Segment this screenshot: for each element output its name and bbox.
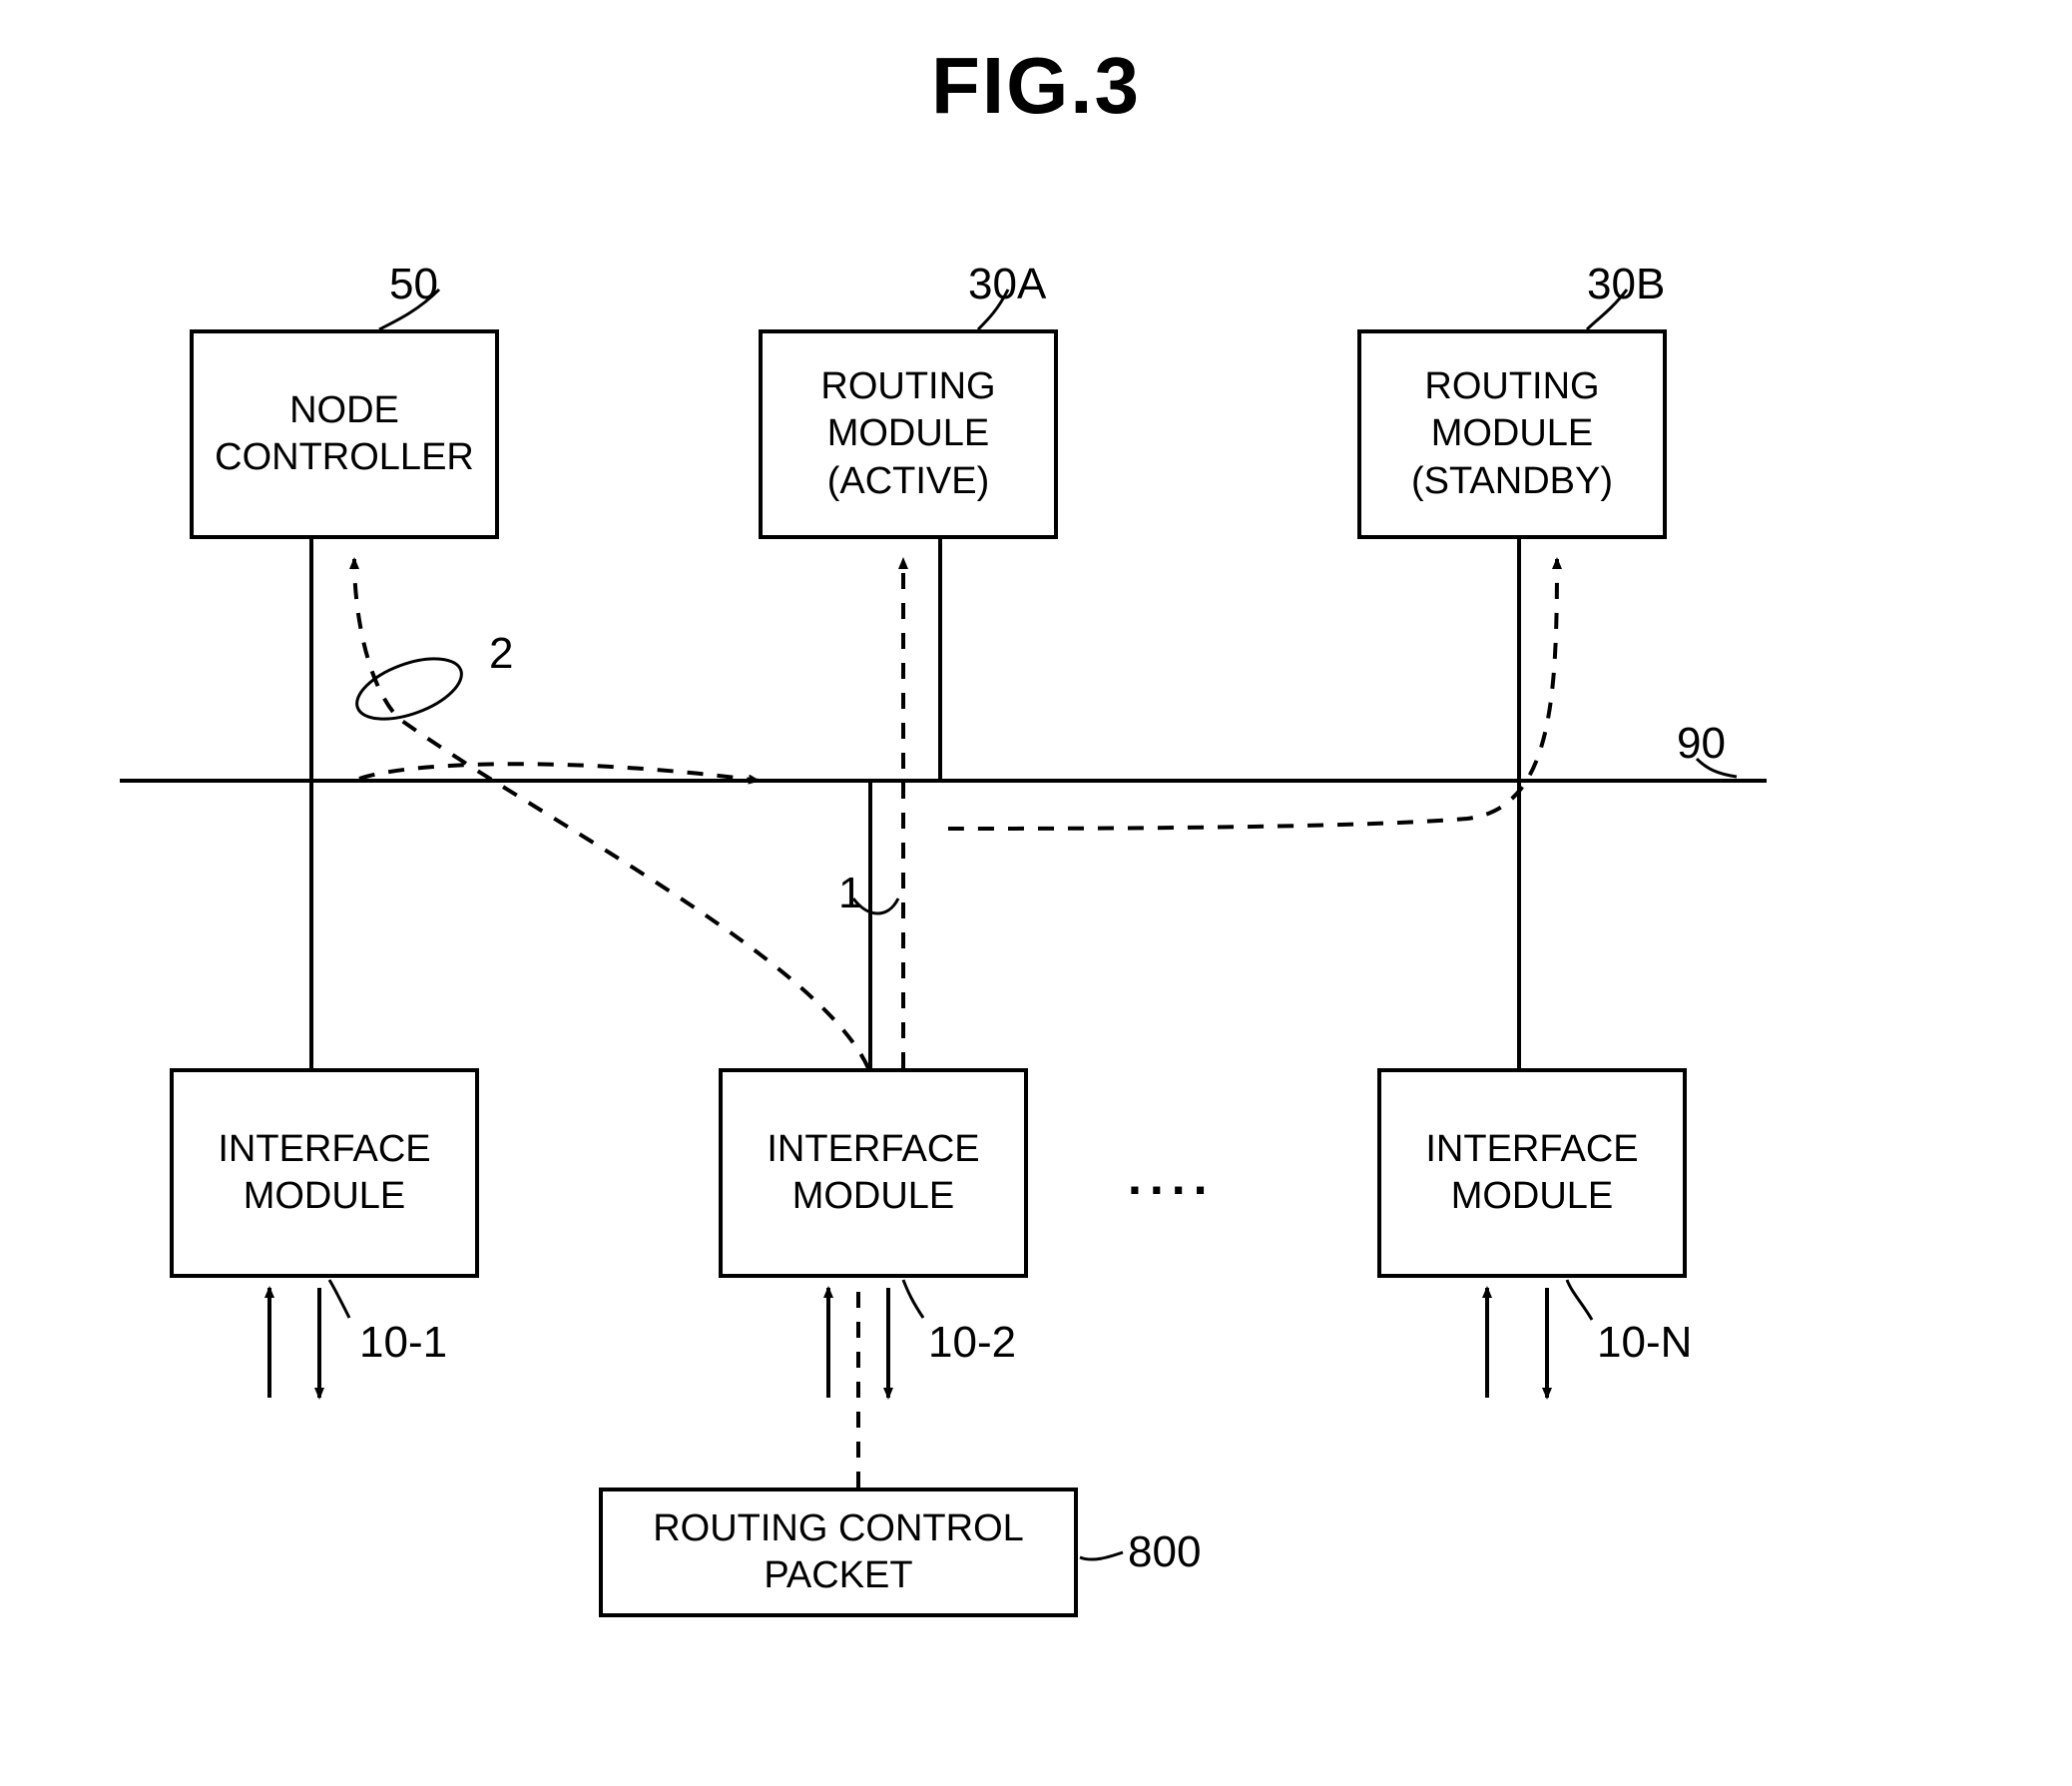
dashed-to-standby (948, 559, 1557, 829)
conn-if1-bus (309, 779, 313, 1068)
node-controller-label: NODE CONTROLLER (215, 387, 474, 482)
interface2-ref: 10-2 (928, 1318, 1016, 1368)
ellipsis: .... (1128, 1148, 1216, 1206)
interfaceN-ref: 10-N (1597, 1318, 1692, 1368)
node-controller-box: NODE CONTROLLER (190, 329, 499, 539)
leader-10-2 (903, 1280, 923, 1318)
routing-active-box: ROUTING MODULE (ACTIVE) (759, 329, 1058, 539)
dashed-if2-nodectrl (354, 559, 868, 1068)
interface2-box: INTERFACE MODULE (719, 1068, 1028, 1278)
leader-800 (1080, 1552, 1123, 1559)
bus-ref: 90 (1677, 719, 1726, 769)
routing-standby-label: ROUTING MODULE (STANDBY) (1411, 363, 1613, 506)
interface1-label: INTERFACE MODULE (218, 1126, 430, 1221)
leader-10-1 (329, 1280, 349, 1318)
conn-ifn-bus (1517, 779, 1521, 1068)
conn-if2-bus (868, 779, 872, 1068)
path-label-2: 2 (489, 629, 513, 679)
conn-nodectrl-bus (309, 539, 313, 779)
conn-routingactive-bus (938, 539, 942, 779)
packet-label: ROUTING CONTROL PACKET (653, 1505, 1024, 1600)
interface1-box: INTERFACE MODULE (170, 1068, 479, 1278)
routing-active-label: ROUTING MODULE (ACTIVE) (820, 363, 995, 506)
interface2-label: INTERFACE MODULE (767, 1126, 979, 1221)
interface1-ref: 10-1 (359, 1318, 447, 1368)
leader-10-n (1567, 1280, 1592, 1320)
node-controller-ref: 50 (389, 260, 438, 309)
conn-routingstandby-bus (1517, 539, 1521, 779)
interfaceN-box: INTERFACE MODULE (1377, 1068, 1687, 1278)
figure-title: FIG.3 (931, 40, 1141, 132)
path-label-1: 1 (838, 869, 862, 918)
interfaceN-label: INTERFACE MODULE (1425, 1126, 1638, 1221)
routing-standby-ref: 30B (1587, 260, 1665, 309)
packet-box: ROUTING CONTROL PACKET (599, 1488, 1078, 1617)
packet-ref: 800 (1128, 1527, 1201, 1577)
routing-standby-box: ROUTING MODULE (STANDBY) (1357, 329, 1667, 539)
loop-mark (349, 647, 469, 732)
routing-active-ref: 30A (968, 260, 1046, 309)
